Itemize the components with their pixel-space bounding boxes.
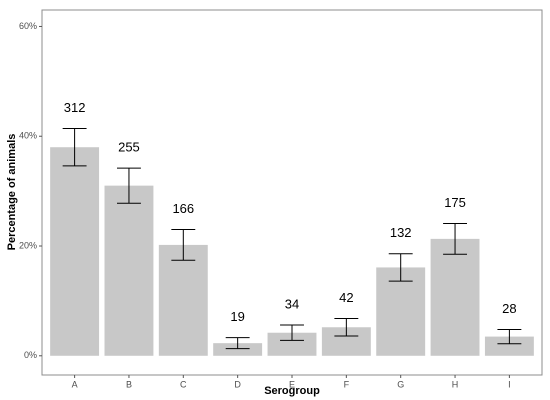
bar xyxy=(50,147,100,356)
bar xyxy=(484,336,534,356)
x-tick-label: G xyxy=(397,379,404,389)
bar xyxy=(104,185,154,356)
bar xyxy=(267,332,317,356)
x-tick-label: A xyxy=(72,379,78,389)
bar xyxy=(430,238,480,356)
error-bar xyxy=(443,223,467,255)
error-bar xyxy=(497,328,522,345)
count-label: 255 xyxy=(118,140,140,155)
x-tick-label: D xyxy=(234,379,241,389)
error-bar xyxy=(334,317,359,337)
x-tick-label: I xyxy=(508,379,511,389)
y-tick-label: 0% xyxy=(24,350,37,360)
count-label: 28 xyxy=(502,301,516,316)
count-label: 34 xyxy=(285,296,299,311)
error-bar xyxy=(171,229,196,261)
count-label: 19 xyxy=(230,309,244,324)
error-bar xyxy=(280,324,304,341)
bar xyxy=(376,267,426,356)
x-tick-label: C xyxy=(180,379,187,389)
bar xyxy=(158,244,208,356)
count-label: 132 xyxy=(390,225,412,240)
x-tick-label: H xyxy=(452,379,459,389)
error-bar xyxy=(225,337,250,350)
count-label: 312 xyxy=(64,100,86,115)
error-bar xyxy=(388,253,413,282)
x-tick-label: E xyxy=(289,379,295,389)
count-label: 42 xyxy=(339,290,353,305)
error-bar xyxy=(62,128,87,167)
x-tick-label: F xyxy=(344,379,350,389)
x-axis-title: Serogroup xyxy=(264,385,320,397)
x-tick-label: B xyxy=(126,379,132,389)
y-axis-title: Percentage of animals xyxy=(6,134,18,251)
bar xyxy=(213,343,263,356)
y-tick-label: 40% xyxy=(19,131,37,141)
count-label: 166 xyxy=(172,201,194,216)
error-bar xyxy=(117,167,141,204)
y-tick-label: 20% xyxy=(19,240,37,250)
y-tick-label: 60% xyxy=(19,21,37,31)
count-label: 175 xyxy=(444,195,466,210)
